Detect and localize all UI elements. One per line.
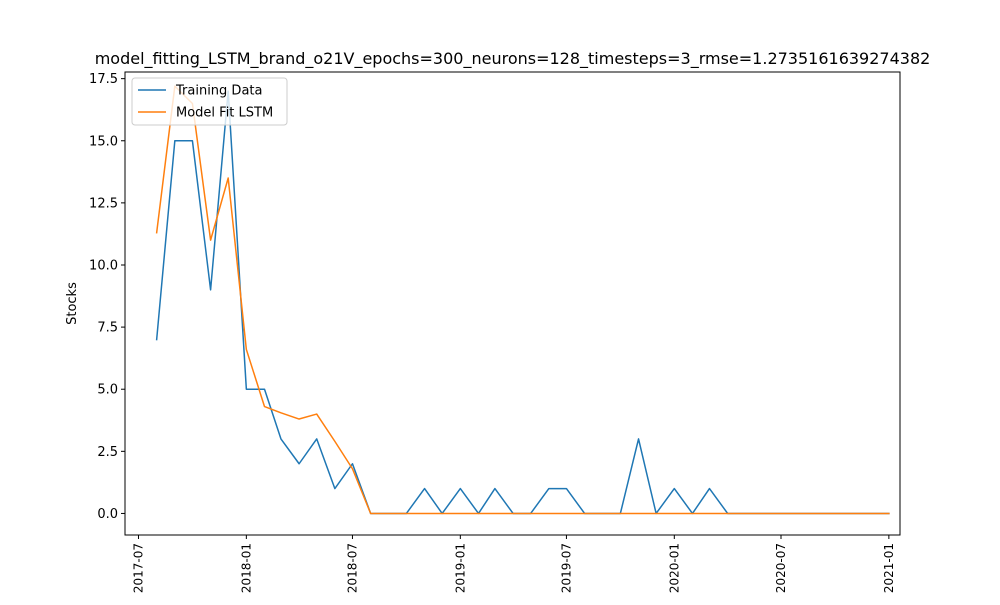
legend-box [131,77,288,126]
legend: Training Data Model Fit LSTM [131,77,288,126]
y-axis-ticks: 0.0 2.5 5.0 7.5 10.0 12.5 15.0 17.5 [89,72,125,522]
x-tick-label: 2020-07 [774,543,788,593]
x-axis-ticks: 2017-07 2018-01 2018-07 2019-01 2019-07 2020-… [131,535,896,593]
legend-label: Training Data [175,84,262,99]
x-tick-label: 2020-01 [667,543,681,593]
chart-title: model_fitting_LSTM_brand_o21V_epochs=300… [95,49,931,69]
series-line-1 [155,90,890,515]
y-tick-label: 10.0 [89,258,118,273]
y-tick-label: 7.5 [97,321,118,336]
x-tick-label: 2021-01 [882,543,896,593]
y-tick-label: 17.5 [89,72,118,87]
y-tick-label: 2.5 [97,445,118,460]
y-tick-label: 5.0 [97,383,118,398]
y-axis-label: Stocks [65,282,80,325]
series-layer [155,85,890,515]
x-tick-label: 2018-07 [345,543,359,593]
y-tick-label: 15.0 [89,134,118,149]
x-tick-label: 2019-01 [453,543,467,593]
axes-frame [124,71,901,536]
x-tick-label: 2017-07 [131,543,145,593]
legend-label: Model Fit LSTM [176,106,273,121]
series-line-2 [155,85,890,515]
x-tick-label: 2019-07 [559,543,573,593]
y-tick-label: 0.0 [97,507,118,522]
y-tick-label: 12.5 [89,196,118,211]
x-tick-label: 2018-01 [239,543,253,593]
